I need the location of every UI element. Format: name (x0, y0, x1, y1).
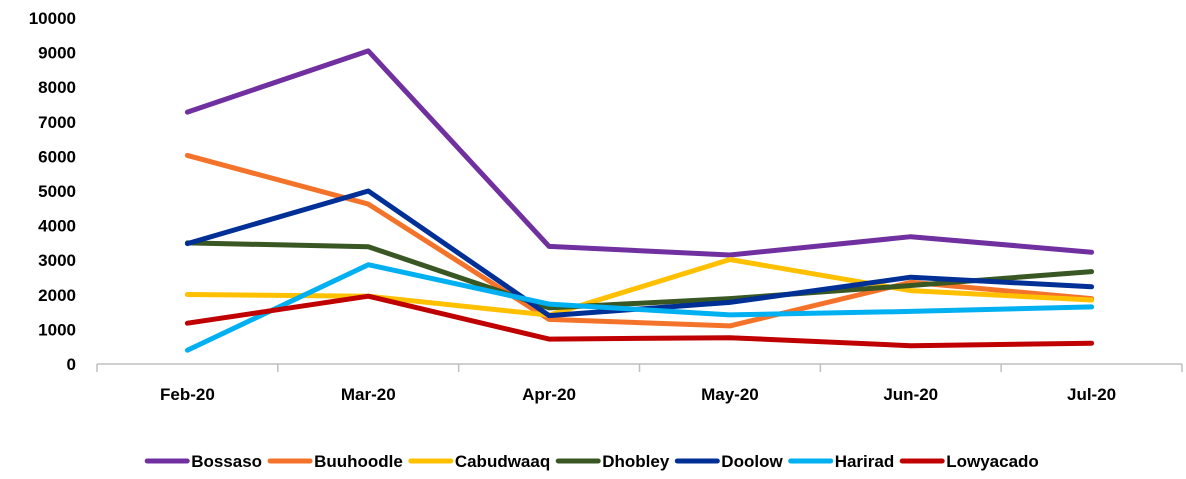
x-tick-label: Mar-20 (341, 385, 396, 404)
legend-label-buuhoodle: Buuhoodle (314, 452, 403, 471)
y-tick-label: 10000 (29, 9, 76, 28)
y-tick-label: 6000 (38, 147, 76, 166)
legend-label-cabudwaaq: Cabudwaaq (455, 452, 550, 471)
legend-label-harirad: Harirad (835, 452, 895, 471)
y-axis: 0 1000 2000 3000 4000 5000 6000 7000 8000 9000 100… (29, 9, 76, 374)
series-line-cabudwaaq (184, 257, 1095, 318)
y-tick-label: 0 (67, 355, 76, 374)
x-axis: Feb-20 Mar-20 Apr-20 May-20 Jun-20 Jul-20 (96, 363, 1183, 404)
x-tick-label: May-20 (701, 385, 759, 404)
series-line-harirad (184, 262, 1095, 353)
series-group (184, 48, 1095, 353)
y-tick-label: 3000 (38, 251, 76, 270)
series-line-lowyacado (184, 293, 1095, 349)
legend-label-bossaso: Bossaso (191, 452, 262, 471)
x-tick-label: Apr-20 (522, 385, 576, 404)
x-tick-label: Jun-20 (883, 385, 938, 404)
y-tick-label: 1000 (38, 320, 76, 339)
y-tick-label: 7000 (38, 113, 76, 132)
y-tick-label: 9000 (38, 44, 76, 63)
y-tick-label: 4000 (38, 217, 76, 236)
y-tick-label: 2000 (38, 286, 76, 305)
legend: Bossaso Buuhoodle Cabudwaaq Dhobley Doolow Ha… (144, 452, 1039, 471)
x-tick-label: Feb-20 (160, 385, 215, 404)
legend-label-doolow: Doolow (721, 452, 783, 471)
series-line-bossaso (184, 48, 1095, 258)
legend-label-dhobley: Dhobley (602, 452, 670, 471)
y-tick-label: 5000 (38, 182, 76, 201)
y-tick-label: 8000 (38, 78, 76, 97)
x-tick-label: Jul-20 (1067, 385, 1116, 404)
legend-label-lowyacado: Lowyacado (946, 452, 1039, 471)
series-line-dhobley (184, 240, 1095, 311)
